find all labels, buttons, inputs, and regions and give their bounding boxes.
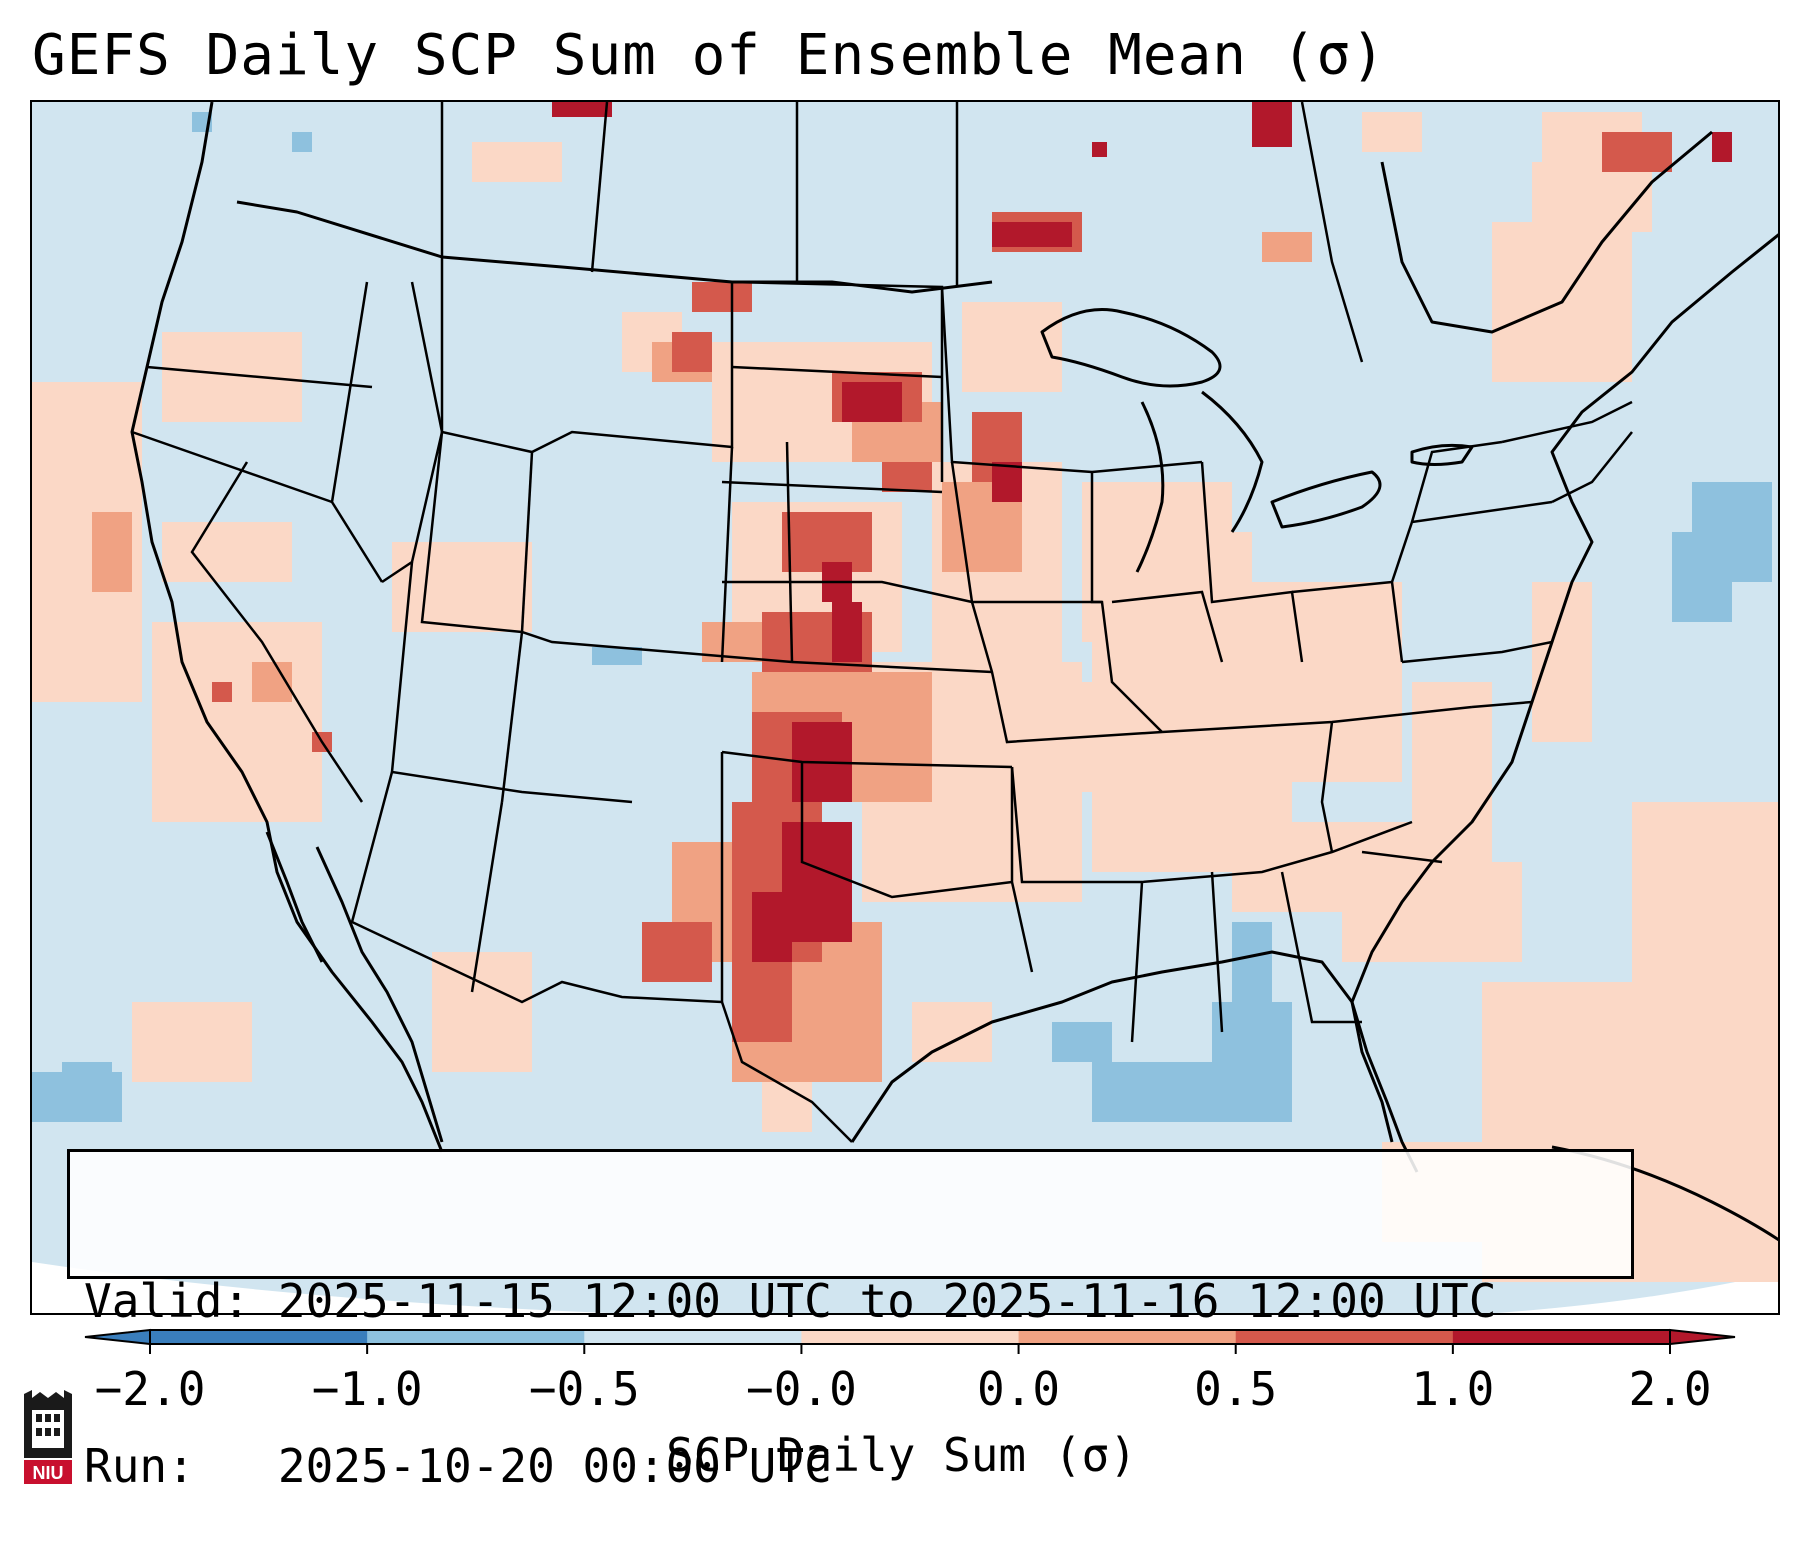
colorbar bbox=[84, 1328, 1736, 1354]
colorbar-label: SCP Daily Sum (σ) bbox=[666, 1428, 1137, 1482]
colorbar-extend-high bbox=[1669, 1328, 1736, 1346]
field-darkest-positive bbox=[552, 102, 1732, 962]
valid-label: Valid: bbox=[84, 1274, 251, 1328]
colorbar-extend-low bbox=[84, 1328, 151, 1346]
logo-text: NIU bbox=[33, 1463, 64, 1483]
colorbar-outline bbox=[149, 1329, 1671, 1345]
coastlines bbox=[130, 102, 1778, 1242]
colorbar-segment bbox=[801, 1330, 1020, 1344]
field-negative bbox=[32, 112, 1772, 1122]
map-canvas bbox=[32, 102, 1778, 1313]
run-line: Run: 2025-10-20 00:00 UTC bbox=[84, 1439, 1617, 1494]
map-panel bbox=[30, 100, 1780, 1315]
colorbar-segment bbox=[150, 1330, 368, 1344]
validity-info-box: Valid: 2025-11-15 12:00 UTC to 2025-11-1… bbox=[67, 1149, 1634, 1493]
colorbar-tick-label: −0.0 bbox=[746, 1362, 857, 1416]
colorbar-segment bbox=[1452, 1330, 1671, 1344]
colorbar-tick-label: −1.0 bbox=[311, 1362, 423, 1416]
province-borders bbox=[440, 102, 1364, 363]
run-value: 2025-10-20 00:00 UTC bbox=[277, 1439, 832, 1493]
colorbar-segment bbox=[367, 1330, 585, 1344]
valid-value: 2025-11-15 12:00 UTC to 2025-11-16 12:00… bbox=[277, 1274, 1497, 1328]
colorbar-tick-label: −2.0 bbox=[94, 1362, 206, 1416]
valid-line: Valid: 2025-11-15 12:00 UTC to 2025-11-1… bbox=[84, 1274, 1617, 1329]
colorbar-segment bbox=[1235, 1330, 1454, 1344]
colorbar-segments bbox=[84, 1328, 1736, 1354]
colorbar-tick-label: 1.0 bbox=[1411, 1362, 1495, 1416]
domain-edge-left bbox=[32, 1262, 610, 1313]
colorbar-tick-label: 0.0 bbox=[977, 1362, 1061, 1416]
domain-edge-right bbox=[1496, 1272, 1778, 1313]
colorbar-tick-label: 0.5 bbox=[1194, 1362, 1278, 1416]
niu-castle-logo-icon: NIU bbox=[24, 1390, 72, 1484]
colorbar-tick-label: −0.5 bbox=[528, 1362, 640, 1416]
map-title: GEFS Daily SCP Sum of Ensemble Mean (σ) bbox=[32, 23, 1386, 88]
state-borders bbox=[131, 262, 1633, 1143]
colorbar-segment bbox=[584, 1330, 802, 1344]
colorbar-tick-label: 2.0 bbox=[1628, 1362, 1712, 1416]
run-label: Run: bbox=[84, 1439, 195, 1493]
colorbar-segment bbox=[1018, 1330, 1237, 1344]
